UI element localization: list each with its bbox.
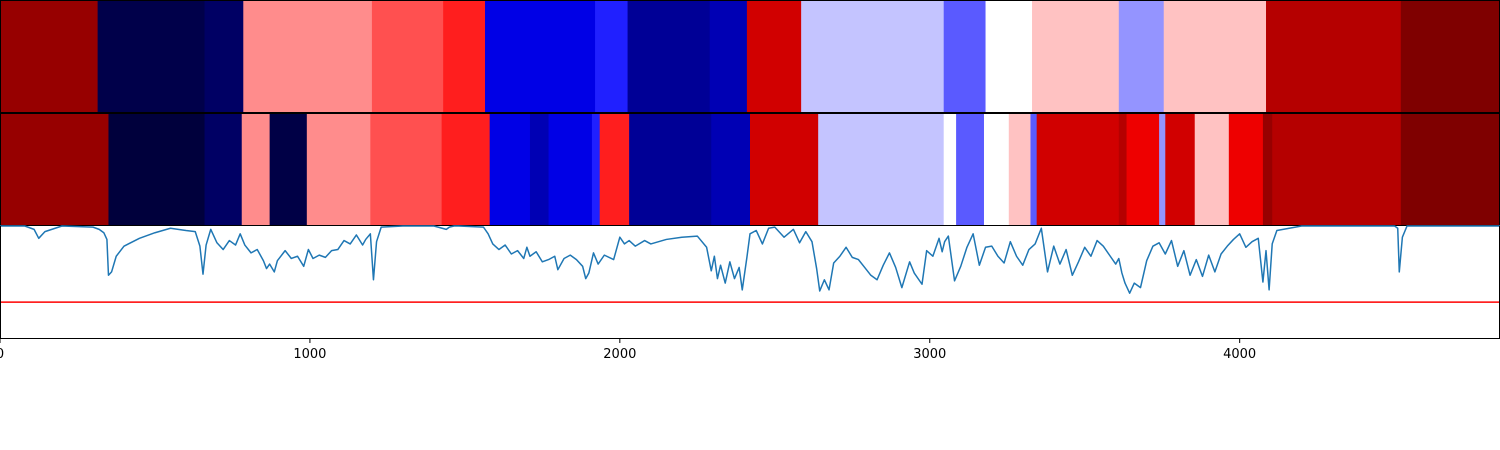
heatmap-bottom-segment-22 xyxy=(1036,114,1120,225)
heatmap-bottom-segment-8 xyxy=(489,114,531,225)
heatmap-bottom-segment-18 xyxy=(956,114,985,225)
heatmap-bottom-segment-20 xyxy=(1008,114,1032,225)
x-tick-label-3: 3000 xyxy=(913,347,946,362)
heatmap-bottom-segment-4 xyxy=(269,114,308,225)
heatmap-top-segment-6 xyxy=(485,1,596,112)
heatmap-top-segment-14 xyxy=(1032,1,1120,112)
line-panel xyxy=(0,225,1500,339)
heatmap-bottom-segment-30 xyxy=(1272,114,1402,225)
heatmap-top-segment-8 xyxy=(627,1,711,112)
heatmap-top-segment-1 xyxy=(97,1,206,112)
heatmap-bottom-segment-5 xyxy=(306,114,371,225)
heatmap-bottom-segment-24 xyxy=(1126,114,1160,225)
heatmap-bottom-segment-11 xyxy=(591,114,601,225)
heatmap-bottom xyxy=(0,114,1500,225)
heatmap-top-segment-5 xyxy=(443,1,486,112)
heatmap-bottom-segment-12 xyxy=(599,114,630,225)
heatmap-bottom-segment-21 xyxy=(1030,114,1038,225)
heatmap-bottom-segment-31 xyxy=(1400,114,1500,225)
heatmap-top-segment-10 xyxy=(746,1,802,112)
heatmap-top-segment-2 xyxy=(204,1,244,112)
x-tick-label-4: 4000 xyxy=(1223,347,1256,362)
heatmap-bottom-segment-3 xyxy=(241,114,271,225)
heatmap-top-segment-3 xyxy=(243,1,373,112)
heatmap-bottom-segment-26 xyxy=(1165,114,1196,225)
heatmap-bottom-segment-27 xyxy=(1194,114,1230,225)
heatmap-bottom-segment-0 xyxy=(0,114,110,225)
heatmap-top-segment-4 xyxy=(371,1,444,112)
heatmap-bottom-segment-16 xyxy=(818,114,945,225)
heatmap-top-segment-11 xyxy=(801,1,945,112)
heatmap-bottom-segment-13 xyxy=(629,114,712,225)
x-axis: 0 1000 2000 3000 4000 xyxy=(0,338,1256,362)
line-panel-background xyxy=(0,226,1500,338)
heatmap-bottom-segment-23 xyxy=(1118,114,1128,225)
series-line xyxy=(0,225,1500,294)
heatmap-bottom-segment-28 xyxy=(1228,114,1264,225)
heatmap-bottom-segment-6 xyxy=(370,114,443,225)
x-tick-label-0: 0 xyxy=(0,347,4,362)
heatmap-top-segment-15 xyxy=(1118,1,1165,112)
heatmap-top-segment-13 xyxy=(985,1,1033,112)
heatmap-bottom-segment-1 xyxy=(108,114,206,225)
heatmap-top xyxy=(0,1,1500,112)
heatmap-top-segment-17 xyxy=(1266,1,1402,112)
heatmap-bottom-segment-7 xyxy=(441,114,491,225)
heatmap-bottom-segment-9 xyxy=(529,114,550,225)
heatmap-bottom-segment-10 xyxy=(548,114,593,225)
heatmap-bottom-segment-29 xyxy=(1262,114,1273,225)
heatmap-top-segment-12 xyxy=(943,1,987,112)
heatmap-bottom-segment-15 xyxy=(750,114,819,225)
heatmap-bottom-segment-14 xyxy=(711,114,751,225)
heatmap-top-segment-18 xyxy=(1400,1,1500,112)
heatmap-bottom-segment-2 xyxy=(204,114,243,225)
heatmap-top-segment-0 xyxy=(0,1,99,112)
heatmap-bottom-segment-25 xyxy=(1159,114,1166,225)
heatmap-top-segment-7 xyxy=(595,1,629,112)
heatmap-bottom-segment-19 xyxy=(983,114,1010,225)
x-tick-label-2: 2000 xyxy=(603,347,636,362)
heatmap-bottom-segment-17 xyxy=(943,114,957,225)
heatmap-top-segment-9 xyxy=(709,1,748,112)
heatmap-top-segment-16 xyxy=(1163,1,1267,112)
x-tick-label-1: 1000 xyxy=(293,347,326,362)
